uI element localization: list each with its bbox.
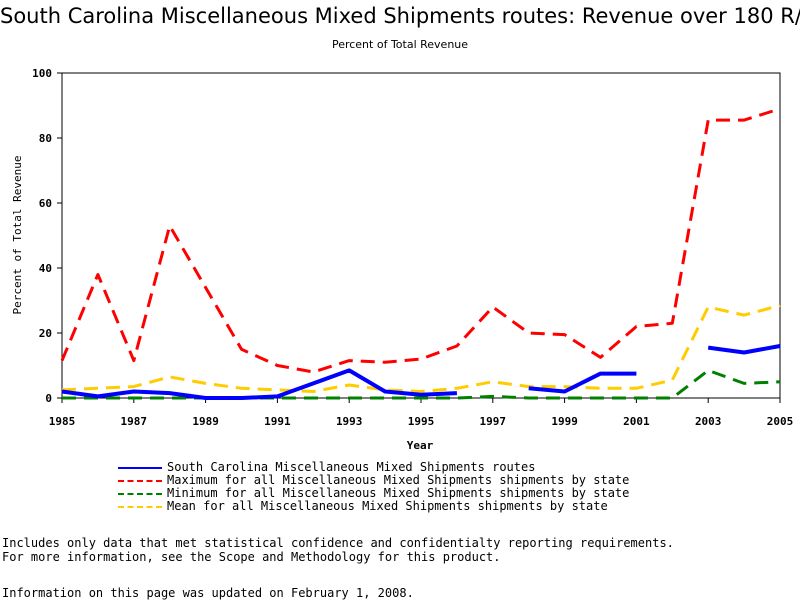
chart-legend: South Carolina Miscellaneous Mixed Shipm… [118, 461, 629, 513]
legend-label-maximum: Maximum for all Miscellaneous Mixed Ship… [167, 473, 630, 487]
y-tick-label: 100 [32, 67, 52, 80]
legend-label-mean: Mean for all Miscellaneous Mixed Shipmen… [167, 499, 608, 513]
x-tick-label: 1985 [49, 415, 76, 428]
y-tick-label: 80 [39, 132, 52, 145]
line-chart: 1985 1987 1989 1991 1993 1995 1997 1999 2001 2003… [11, 67, 793, 452]
x-tick-label: 1999 [551, 415, 578, 428]
y-axis-label: Percent of Total Revenue [11, 156, 24, 315]
y-tick-label: 60 [39, 197, 52, 210]
series-line-maximum [60, 107, 781, 374]
series-line-primary [707, 344, 781, 355]
x-tick-label: 1993 [336, 415, 363, 428]
legend-swatch-maximum [118, 479, 162, 482]
legend-swatch-mean [118, 505, 162, 508]
legend-item-mean: Mean for all Miscellaneous Mixed Shipmen… [118, 500, 629, 513]
x-tick-label: 2001 [623, 415, 650, 428]
legend-label-primary: South Carolina Miscellaneous Mixed Shipm… [167, 460, 536, 474]
chart-title: South Carolina Miscellaneous Mixed Shipm… [0, 4, 800, 28]
x-tick-label: 2003 [695, 415, 722, 428]
series-line-primary [61, 368, 457, 400]
series-line-primary [528, 371, 637, 394]
x-tick-label: 1997 [480, 415, 507, 428]
chart-axes: 1985 1987 1989 1991 1993 1995 1997 1999 2001 2003… [32, 67, 793, 428]
y-tick-label: 40 [39, 262, 52, 275]
legend-item-maximum: Maximum for all Miscellaneous Mixed Ship… [118, 474, 629, 487]
x-tick-label: 1989 [192, 415, 219, 428]
y-tick-label: 0 [45, 392, 52, 405]
chart-subtitle: Percent of Total Revenue [331, 38, 469, 51]
chart-series [60, 107, 781, 400]
update-notice: Information on this page was updated on … [2, 586, 414, 600]
footnote-methodology: For more information, see the Scope and … [2, 550, 501, 564]
legend-item-minimum: Minimum for all Miscellaneous Mixed Ship… [118, 487, 629, 500]
legend-item-primary: South Carolina Miscellaneous Mixed Shipm… [118, 461, 629, 474]
x-tick-label: 1991 [264, 415, 291, 428]
series-line-minimum [62, 368, 781, 400]
legend-swatch-minimum [118, 492, 162, 495]
x-tick-label: 2005 [767, 415, 794, 428]
series-line-mean [61, 303, 781, 393]
x-axis-label: Year [407, 439, 434, 452]
legend-swatch-primary [118, 466, 162, 469]
y-tick-label: 20 [39, 327, 52, 340]
legend-label-minimum: Minimum for all Miscellaneous Mixed Ship… [167, 486, 630, 500]
footnote-confidence: Includes only data that met statistical … [2, 536, 674, 550]
footnotes: Includes only data that met statistical … [2, 536, 674, 564]
plot-frame [61, 72, 781, 399]
x-tick-label: 1987 [121, 415, 148, 428]
x-tick-label: 1995 [408, 415, 435, 428]
